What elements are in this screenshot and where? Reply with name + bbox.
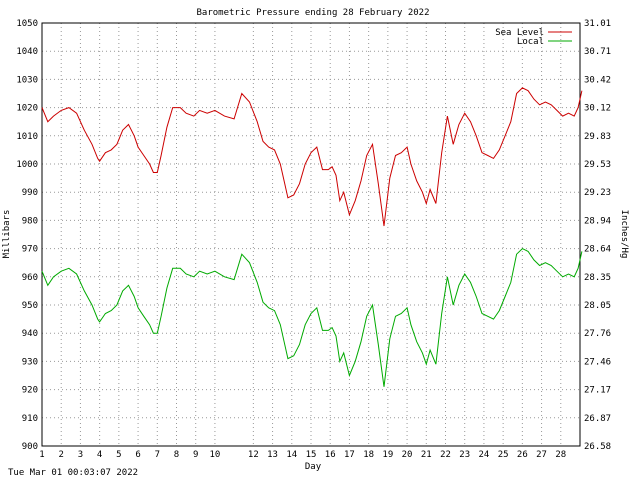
y2-tick-label: 26.58 <box>584 442 611 452</box>
y-tick-label: 1000 <box>16 160 38 170</box>
x-tick-label: 12 <box>248 450 259 460</box>
y2-tick-label: 28.94 <box>584 216 611 226</box>
y-tick-label: 990 <box>22 188 38 198</box>
x-tick-label: 21 <box>421 450 432 460</box>
x-tick-label: 6 <box>135 450 140 460</box>
x-tick-label: 8 <box>174 450 179 460</box>
legend-label-local: Local <box>517 37 544 47</box>
y2-tick-label: 29.83 <box>584 132 611 142</box>
x-tick-label: 14 <box>286 450 297 460</box>
y-tick-label: 1040 <box>16 47 38 57</box>
x-tick-label: 13 <box>267 450 278 460</box>
x-tick-label: 20 <box>402 450 413 460</box>
series-line-sea-level <box>41 87 583 227</box>
x-axis-label: Day <box>305 462 322 472</box>
x-tick-label: 23 <box>459 450 470 460</box>
series-line-local <box>41 247 583 387</box>
legend: Sea Level Local <box>495 28 572 47</box>
x-tick-label: 9 <box>193 450 198 460</box>
x-tick-label: 26 <box>517 450 528 460</box>
y2-tick-label: 28.64 <box>584 245 611 255</box>
y-axis-right: 26.58 26.87 27.17 27.46 27.76 28.05 28.35 28.64… <box>584 19 611 452</box>
y2-tick-label: 30.42 <box>584 75 611 85</box>
y2-tick-label: 30.12 <box>584 104 611 114</box>
y2-tick-label: 28.05 <box>584 301 611 311</box>
y-axis-label-left: Millibars <box>2 210 12 259</box>
x-tick-label: 17 <box>344 450 355 460</box>
x-tick-label: 5 <box>116 450 121 460</box>
x-tick-label: 2 <box>59 450 64 460</box>
x-tick-label: 7 <box>155 450 160 460</box>
y2-tick-label: 26.87 <box>584 414 611 424</box>
y-tick-label: 950 <box>22 301 38 311</box>
generated-timestamp: Tue Mar 01 00:03:07 2022 <box>8 468 139 478</box>
plot-area <box>41 22 581 447</box>
x-tick-label: 27 <box>536 450 547 460</box>
y-tick-label: 960 <box>22 273 38 283</box>
x-tick-label: 4 <box>97 450 102 460</box>
x-tick-label: 10 <box>210 450 221 460</box>
y-tick-label: 910 <box>22 414 38 424</box>
y-tick-label: 1010 <box>16 132 38 142</box>
x-tick-label: 25 <box>498 450 509 460</box>
y-tick-label: 940 <box>22 329 38 339</box>
x-tick-label: 22 <box>440 450 451 460</box>
series-layer <box>41 87 583 387</box>
legend-label-sea-level: Sea Level <box>495 28 544 38</box>
x-tick-label: 16 <box>325 450 336 460</box>
y-tick-label: 1020 <box>16 104 38 114</box>
y-axis-left: 900 910 920 930 940 950 960 970 980 990 1000 1010 10… <box>16 19 38 452</box>
y-axis-label-right: Inches/Hg <box>619 210 629 259</box>
y-tick-label: 1030 <box>16 75 38 85</box>
x-axis: 1 2 3 4 5 6 7 8 9 10 12 13 14 15 16 17 18 19 20 21 22 23 24 25 2… <box>39 450 566 460</box>
grid-lines <box>41 22 580 447</box>
x-tick-label: 28 <box>555 450 566 460</box>
x-tick-label: 1 <box>39 450 44 460</box>
y-tick-label: 980 <box>22 216 38 226</box>
y-tick-label: 930 <box>22 357 38 367</box>
y-tick-label: 920 <box>22 386 38 396</box>
y-tick-label: 900 <box>22 442 38 452</box>
x-tick-label: 19 <box>382 450 393 460</box>
y2-tick-label: 29.23 <box>584 188 611 198</box>
y2-tick-label: 27.46 <box>584 357 611 367</box>
y2-tick-label: 30.71 <box>584 47 611 57</box>
y2-tick-label: 31.01 <box>584 19 611 29</box>
y2-tick-label: 29.53 <box>584 160 611 170</box>
x-tick-label: 15 <box>306 450 317 460</box>
x-tick-label: 24 <box>479 450 490 460</box>
y2-tick-label: 28.35 <box>584 273 611 283</box>
x-tick-label: 18 <box>363 450 374 460</box>
x-tick-label: 3 <box>78 450 83 460</box>
y2-tick-label: 27.76 <box>584 329 611 339</box>
y-tick-label: 970 <box>22 245 38 255</box>
chart-title: Barometric Pressure ending 28 February 2… <box>197 8 430 18</box>
y-tick-label: 1050 <box>16 19 38 29</box>
y2-tick-label: 27.17 <box>584 386 611 396</box>
